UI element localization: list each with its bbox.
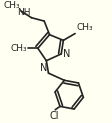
Text: N: N (62, 49, 70, 60)
Text: CH₃: CH₃ (75, 23, 92, 32)
Text: NH: NH (17, 8, 30, 17)
Text: CH₃: CH₃ (11, 44, 27, 53)
Text: Cl: Cl (49, 111, 58, 121)
Text: N: N (40, 63, 47, 73)
Text: CH₃: CH₃ (3, 1, 20, 10)
